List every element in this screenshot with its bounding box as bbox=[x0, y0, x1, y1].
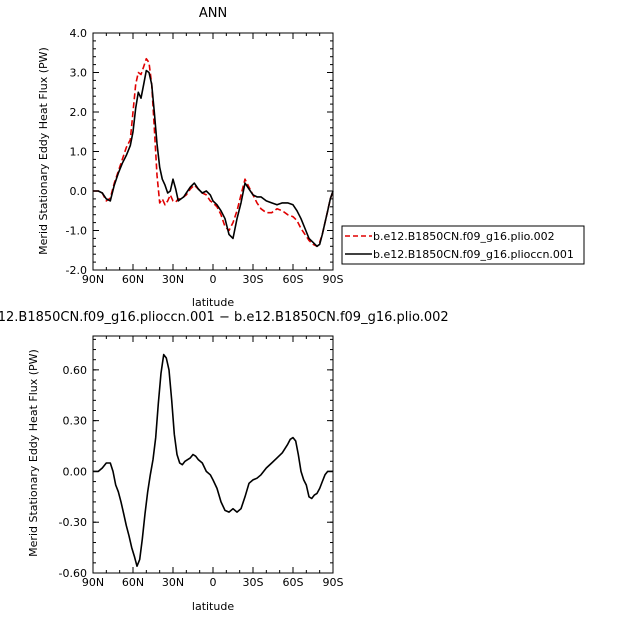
top-chart: ANN Merid Stationary Eddy Heat Flux (PW)… bbox=[37, 6, 585, 309]
bottom-chart-xtick-label: 90S bbox=[323, 576, 344, 589]
top-chart-plot-area bbox=[92, 32, 334, 271]
bottom-chart-ylabel: Merid Stationary Eddy Heat Flux (PW) bbox=[27, 349, 40, 557]
bottom-chart-ytick-label: 0.60 bbox=[63, 364, 88, 377]
bottom-chart-xtick-label: 0 bbox=[210, 576, 217, 589]
bottom-chart-xtick-label: 30N bbox=[162, 576, 184, 589]
bottom-chart: b.e12.B1850CN.f09_g16.plioccn.001 − b.e1… bbox=[0, 310, 449, 613]
legend-box bbox=[341, 225, 585, 265]
legend-label-plio: b.e12.B1850CN.f09_g16.plio.002 bbox=[373, 230, 555, 243]
top-chart-series-line-0 bbox=[93, 57, 334, 248]
top-chart-xlabel: latitude bbox=[192, 296, 234, 309]
bottom-chart-xtick-label: 30S bbox=[243, 576, 264, 589]
bottom-chart-series bbox=[93, 353, 333, 568]
top-chart-title: ANN bbox=[199, 6, 227, 21]
top-chart-xtick-label: 30N bbox=[162, 273, 184, 286]
top-chart-xtick-label: 90N bbox=[82, 273, 104, 286]
top-chart-ticks: 90N 60N 30N 0 30S 60S 90S 4.0 3.0 2.0 1.0 0.0 -1.0 -2… bbox=[66, 27, 344, 286]
top-chart-ytick-label: 3.0 bbox=[70, 67, 88, 80]
bottom-chart-series-line-0 bbox=[93, 353, 333, 568]
top-chart-series-line-1 bbox=[93, 69, 334, 248]
top-chart-ytick-label: 4.0 bbox=[70, 27, 88, 40]
top-chart-ytick-label: 0.0 bbox=[70, 185, 88, 198]
top-chart-xtick-label: 60S bbox=[283, 273, 304, 286]
top-chart-series bbox=[93, 57, 334, 248]
top-chart-xtick-label: 60N bbox=[122, 273, 144, 286]
top-chart-ytick-label: -2.0 bbox=[66, 264, 87, 277]
bottom-chart-xlabel: latitude bbox=[192, 600, 234, 613]
bottom-chart-xtick-label: 60S bbox=[283, 576, 304, 589]
bottom-chart-ticks: 90N 60N 30N 0 30S 60S 90S 0.60 0.30 0.00 -0.30 -0.6… bbox=[59, 336, 344, 589]
legend: b.e12.B1850CN.f09_g16.plio.002 b.e12.B18… bbox=[341, 225, 585, 265]
bottom-chart-ytick-label: 0.30 bbox=[63, 415, 88, 428]
top-chart-ytick-label: -1.0 bbox=[66, 225, 87, 238]
top-chart-xtick-label: 90S bbox=[323, 273, 344, 286]
top-chart-xtick-label: 30S bbox=[243, 273, 264, 286]
bottom-chart-ytick-label: 0.00 bbox=[63, 465, 88, 478]
top-chart-xtick-label: 0 bbox=[210, 273, 217, 286]
top-chart-ytick-label: 1.0 bbox=[70, 146, 88, 159]
legend-label-plioccn: b.e12.B1850CN.f09_g16.plioccn.001 bbox=[373, 248, 574, 261]
top-chart-ylabel: Merid Stationary Eddy Heat Flux (PW) bbox=[37, 47, 50, 255]
bottom-chart-xtick-label: 90N bbox=[82, 576, 104, 589]
bottom-chart-ytick-label: -0.60 bbox=[59, 567, 87, 580]
bottom-chart-ytick-label: -0.30 bbox=[59, 516, 87, 529]
bottom-chart-xtick-label: 60N bbox=[122, 576, 144, 589]
top-chart-ytick-label: 2.0 bbox=[70, 106, 88, 119]
bottom-chart-title: b.e12.B1850CN.f09_g16.plioccn.001 − b.e1… bbox=[0, 310, 449, 325]
